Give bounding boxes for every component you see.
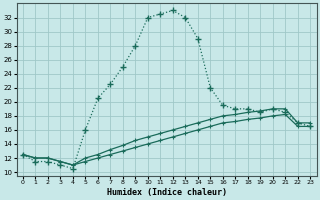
X-axis label: Humidex (Indice chaleur): Humidex (Indice chaleur) xyxy=(107,188,227,197)
